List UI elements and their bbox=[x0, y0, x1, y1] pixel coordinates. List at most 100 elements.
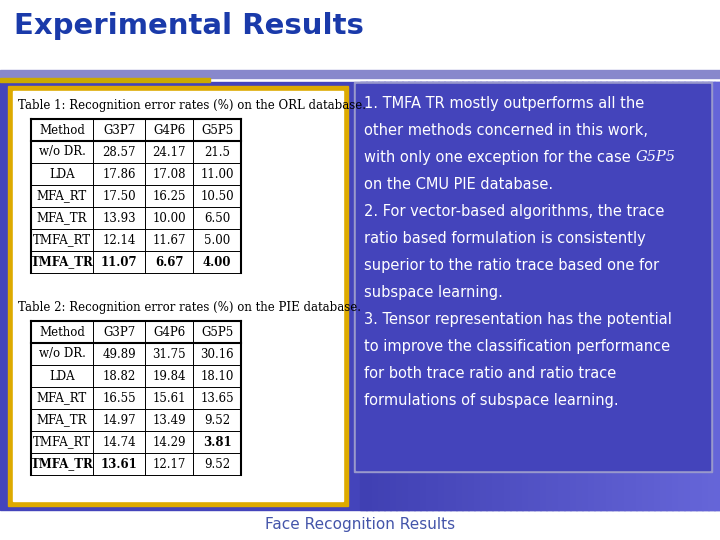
Bar bbox=[408, 82, 415, 510]
Text: 17.08: 17.08 bbox=[152, 167, 186, 180]
Bar bbox=[678, 82, 685, 510]
Bar bbox=[666, 82, 673, 510]
Bar bbox=[8, 86, 348, 506]
Bar bbox=[474, 82, 481, 510]
Text: G4P6: G4P6 bbox=[153, 124, 185, 137]
Bar bbox=[708, 82, 715, 510]
Bar bbox=[31, 321, 241, 475]
Bar bbox=[576, 82, 583, 510]
Text: TMFA_RT: TMFA_RT bbox=[33, 233, 91, 246]
Bar bbox=[516, 82, 523, 510]
Bar bbox=[13, 91, 343, 501]
Text: TMFA_TR: TMFA_TR bbox=[31, 255, 94, 268]
Bar bbox=[654, 82, 661, 510]
Bar bbox=[414, 82, 421, 510]
Text: 4.00: 4.00 bbox=[203, 255, 231, 268]
Bar bbox=[540, 82, 547, 510]
Bar bbox=[510, 82, 517, 510]
Text: 2. For vector-based algorithms, the trace: 2. For vector-based algorithms, the trac… bbox=[364, 204, 665, 219]
Text: Table 2: Recognition error rates (%) on the PIE database.: Table 2: Recognition error rates (%) on … bbox=[18, 301, 361, 314]
Text: 12.17: 12.17 bbox=[153, 457, 186, 470]
Text: 28.57: 28.57 bbox=[102, 145, 136, 159]
Bar bbox=[450, 82, 457, 510]
Bar bbox=[672, 82, 679, 510]
Text: 31.75: 31.75 bbox=[152, 348, 186, 361]
Text: TMFA_RT: TMFA_RT bbox=[33, 435, 91, 449]
Text: 14.29: 14.29 bbox=[152, 435, 186, 449]
Bar bbox=[636, 82, 643, 510]
Text: 6.67: 6.67 bbox=[155, 255, 184, 268]
Bar bbox=[492, 82, 499, 510]
Text: 1. TMFA TR mostly outperforms all the: 1. TMFA TR mostly outperforms all the bbox=[364, 96, 644, 111]
Text: 11.00: 11.00 bbox=[200, 167, 234, 180]
Bar bbox=[624, 82, 631, 510]
Bar bbox=[360, 82, 367, 510]
Bar bbox=[588, 82, 595, 510]
Bar bbox=[378, 82, 385, 510]
Text: 24.17: 24.17 bbox=[152, 145, 186, 159]
Bar bbox=[480, 82, 487, 510]
Text: 9.52: 9.52 bbox=[204, 457, 230, 470]
Text: Method: Method bbox=[39, 124, 85, 137]
Bar bbox=[498, 82, 505, 510]
Bar bbox=[702, 82, 709, 510]
Text: 18.10: 18.10 bbox=[200, 369, 234, 382]
Text: w/o DR.: w/o DR. bbox=[39, 145, 86, 159]
Bar bbox=[714, 82, 720, 510]
Text: other methods concerned in this work,: other methods concerned in this work, bbox=[364, 123, 648, 138]
Text: 30.16: 30.16 bbox=[200, 348, 234, 361]
Text: Experimental Results: Experimental Results bbox=[14, 12, 364, 40]
Bar bbox=[600, 82, 607, 510]
Bar bbox=[558, 82, 565, 510]
Bar bbox=[594, 82, 601, 510]
Bar bbox=[546, 82, 553, 510]
Text: on the CMU PIE database.: on the CMU PIE database. bbox=[364, 177, 553, 192]
Text: G3P7: G3P7 bbox=[103, 326, 135, 339]
Text: G5P5: G5P5 bbox=[201, 326, 233, 339]
Bar bbox=[366, 82, 373, 510]
Bar bbox=[356, 84, 710, 470]
Text: MFA_RT: MFA_RT bbox=[37, 190, 87, 202]
Bar bbox=[552, 82, 559, 510]
Text: subspace learning.: subspace learning. bbox=[364, 285, 503, 300]
Text: LDA: LDA bbox=[49, 167, 75, 180]
Text: 13.65: 13.65 bbox=[200, 392, 234, 404]
Text: G3P7: G3P7 bbox=[103, 124, 135, 137]
Bar bbox=[582, 82, 589, 510]
Text: ratio based formulation is consistently: ratio based formulation is consistently bbox=[364, 231, 646, 246]
Bar bbox=[642, 82, 649, 510]
Text: MFA_TR: MFA_TR bbox=[37, 414, 87, 427]
Bar bbox=[0, 82, 720, 510]
Text: MFA_RT: MFA_RT bbox=[37, 392, 87, 404]
Bar bbox=[444, 82, 451, 510]
Bar bbox=[354, 82, 712, 472]
Text: TMFA_TR: TMFA_TR bbox=[31, 457, 94, 470]
Text: Face Recognition Results: Face Recognition Results bbox=[265, 517, 455, 532]
Bar bbox=[402, 82, 409, 510]
Text: Method: Method bbox=[39, 326, 85, 339]
Text: G5P5: G5P5 bbox=[201, 124, 233, 137]
Bar bbox=[384, 82, 391, 510]
Text: 21.5: 21.5 bbox=[204, 145, 230, 159]
Bar bbox=[570, 82, 577, 510]
Text: superior to the ratio trace based one for: superior to the ratio trace based one fo… bbox=[364, 258, 659, 273]
Text: 3. Tensor representation has the potential: 3. Tensor representation has the potenti… bbox=[364, 312, 672, 327]
Bar bbox=[468, 82, 475, 510]
Text: formulations of subspace learning.: formulations of subspace learning. bbox=[364, 393, 618, 408]
Bar bbox=[528, 82, 535, 510]
Text: with only one exception for the case: with only one exception for the case bbox=[364, 150, 635, 165]
Bar bbox=[696, 82, 703, 510]
Bar bbox=[660, 82, 667, 510]
Text: 13.49: 13.49 bbox=[152, 414, 186, 427]
Bar bbox=[534, 82, 541, 510]
Text: 17.50: 17.50 bbox=[102, 190, 136, 202]
Text: 10.50: 10.50 bbox=[200, 190, 234, 202]
Bar bbox=[522, 82, 529, 510]
Text: 17.86: 17.86 bbox=[102, 167, 136, 180]
Text: 49.89: 49.89 bbox=[102, 348, 136, 361]
Text: G4P6: G4P6 bbox=[153, 326, 185, 339]
Text: MFA_TR: MFA_TR bbox=[37, 212, 87, 225]
Text: Table 1: Recognition error rates (%) on the ORL database.: Table 1: Recognition error rates (%) on … bbox=[18, 99, 366, 112]
Bar bbox=[31, 119, 241, 273]
Bar bbox=[432, 82, 439, 510]
